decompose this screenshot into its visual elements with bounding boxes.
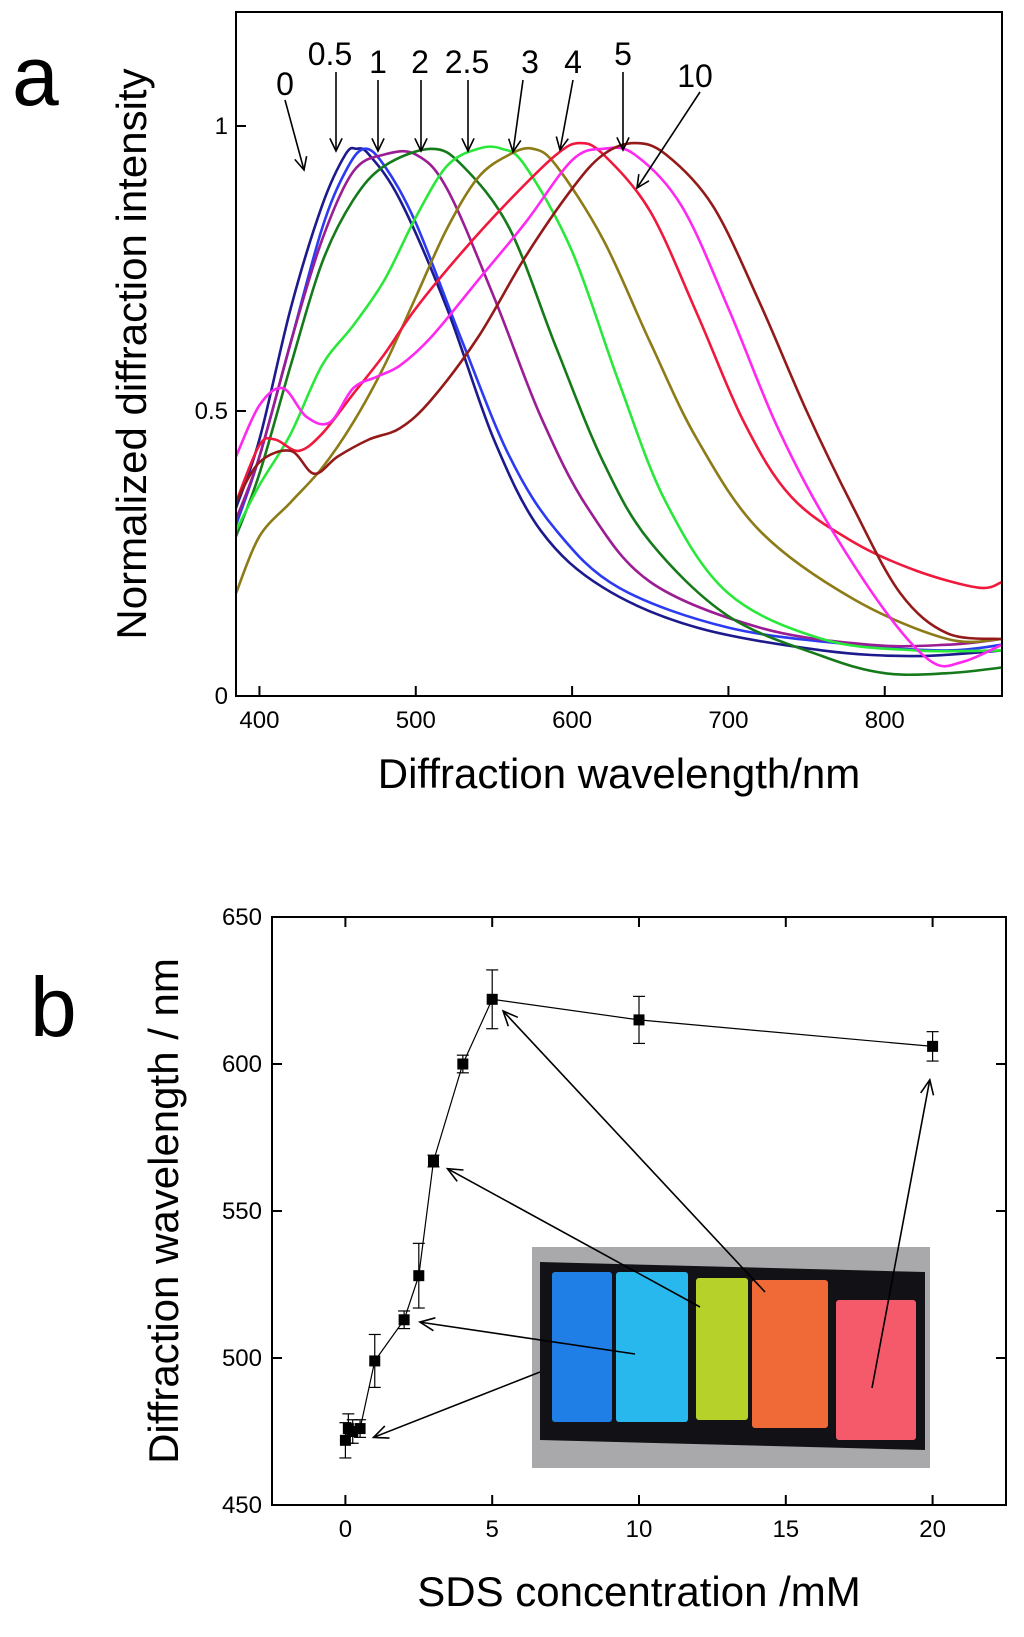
curve-arrow-10 [636,91,701,189]
panel-b-xtick-label: 20 [919,1516,946,1543]
panel-b-ytick-label: 550 [222,1198,262,1225]
panel-b-ytick-label: 500 [222,1345,262,1372]
series-line-1 [234,149,1003,648]
panel-b-xlabel: SDS concentration /mM [417,1568,861,1615]
panel-a-curves [234,141,1003,677]
curve-label-2.5: 2.5 [445,44,489,80]
panel-b-ytick-label: 600 [222,1051,262,1078]
inset-arrowhead [371,1425,390,1439]
curve-label-5: 5 [614,36,632,72]
data-point [457,1058,469,1070]
inset-arrow [373,1371,541,1439]
curve-label-3: 3 [521,44,539,80]
panel-a-xtick-label: 600 [552,707,592,734]
inset-arrowhead [920,1077,935,1096]
series-line-3 [234,146,1003,644]
panel-b-xtick-label: 0 [339,1516,352,1543]
data-point [427,1155,439,1167]
panel-b-plot: 0 5 10 15 20 450 500 550 600 650 [222,904,1007,1543]
inset-arrowhead [501,1009,519,1027]
curve-label-4: 4 [564,44,582,80]
series-line-4 [234,141,1003,590]
inset-photo-swatches [552,1272,916,1440]
panel-a-ticks: 400 500 600 700 800 0 0.5 1 [195,113,905,734]
curve-label-0: 0 [276,66,294,102]
curve-arrowhead-2 [414,138,428,153]
inset-arrow [419,1321,636,1355]
panel-b-ylabel: Diffraction wavelength / nm [140,958,187,1464]
series-line-5 [234,146,1003,668]
panel-b-data [339,969,939,1459]
curve-arrowhead-2.5 [461,138,475,153]
data-point [398,1314,410,1326]
curve-arrowhead-1 [371,138,385,153]
inset-arrow [871,1079,931,1389]
inset-arrowhead [417,1317,436,1332]
panel-a-xtick-label: 800 [865,707,905,734]
panel-b-arrows [371,1009,935,1439]
data-point [633,1014,645,1026]
panel-b-ytick-label: 450 [222,1492,262,1519]
curve-label-1: 1 [369,44,387,80]
curve-arrowhead-10 [635,173,650,190]
panel-b-xtick-label: 15 [772,1516,799,1543]
panel-a-frame [235,11,1003,697]
inset-photo [532,1247,930,1468]
panel-a-xtick-label: 400 [239,707,279,734]
curve-arrowhead-4 [555,136,569,152]
curve-label-10: 10 [677,58,713,94]
data-point [354,1423,366,1435]
inset-arrow [502,1010,766,1293]
curve-label-0.5: 0.5 [308,36,352,72]
panel-a-ytick-label: 0.5 [195,398,228,425]
inset-arrow [447,1168,701,1308]
curve-arrow-4 [559,79,574,151]
data-point [927,1040,939,1052]
curve-arrowhead-5 [616,137,630,152]
series-line-2 [234,147,1003,677]
data-point [413,1270,425,1282]
panel-b-frame [271,916,1007,1506]
panel-b-ytick-label: 650 [222,904,262,931]
panel-a-xlabel: Diffraction wavelength/nm [378,750,860,797]
panel-a-xtick-label: 700 [708,707,748,734]
inset-swatch [552,1272,612,1422]
data-point [339,1434,351,1446]
panel-a-xtick-label: 500 [396,707,436,734]
data-point [486,993,498,1005]
curve-arrow-0 [284,99,305,171]
curve-arrowhead-0.5 [329,138,343,153]
series-line-0 [234,146,1003,658]
panel-b-xtick-label: 10 [626,1516,653,1543]
series-line-0.5 [234,147,1003,652]
inset-swatch [696,1278,748,1420]
panel-a-curve-labels: 0 0.5 1 2 2.5 3 4 5 10 [276,36,713,190]
inset-arrowhead [445,1167,464,1182]
series-line-10 [234,141,1003,641]
curve-arrowhead-0 [294,156,308,172]
panel-b-label: b [30,960,77,1054]
series-line-2.5 [234,145,1003,653]
panel-b-xtick-label: 5 [486,1516,499,1543]
curve-arrow-3 [512,79,524,153]
data-point [347,1426,359,1437]
panel-a-label: a [12,29,59,123]
panel-a-ytick-label: 1 [215,113,228,140]
inset-swatch [616,1272,688,1422]
panel-a-ylabel: Normalized diffraction intensity [108,68,155,639]
data-point [369,1355,381,1367]
curve-arrowhead-3 [507,138,522,154]
inset-swatch [752,1280,828,1428]
panel-b-ticks: 0 5 10 15 20 450 500 550 600 650 [222,904,1006,1543]
curve-label-2: 2 [411,44,429,80]
panel-a-ytick-label: 0 [215,683,228,710]
